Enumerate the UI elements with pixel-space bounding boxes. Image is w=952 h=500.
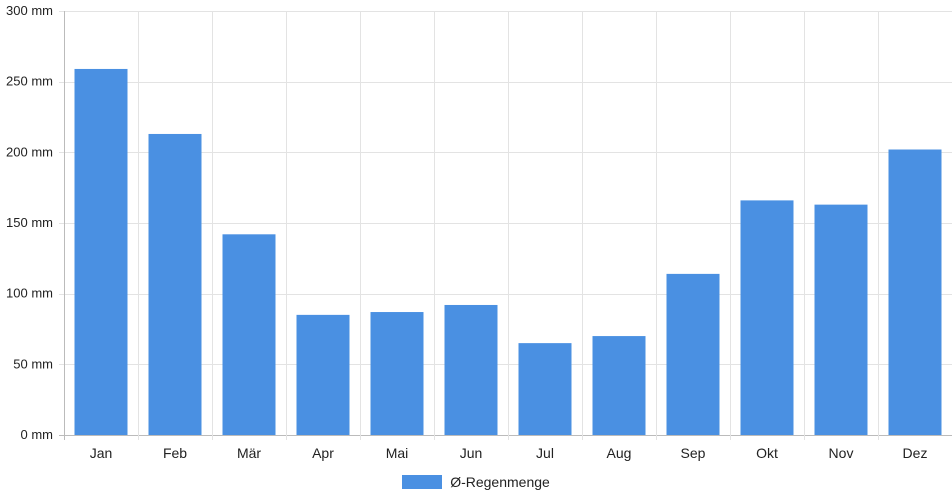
- grid-lines: [59, 11, 952, 440]
- x-tick-label: Dez: [903, 445, 928, 461]
- bar-mai[interactable]: [370, 312, 424, 435]
- x-tick-label: Feb: [163, 445, 187, 461]
- legend[interactable]: Ø-Regenmenge: [0, 472, 952, 492]
- y-tick-label: 100 mm: [6, 286, 53, 301]
- bar-jun[interactable]: [444, 304, 498, 435]
- legend-label: Ø-Regenmenge: [450, 474, 550, 490]
- x-axis: Jan Feb Mär Apr Mai Jun Jul Aug Sep Okt Nov Dez: [90, 445, 928, 461]
- bar-feb[interactable]: [148, 133, 202, 435]
- bar-apr[interactable]: [296, 314, 350, 435]
- x-tick-label: Aug: [607, 445, 632, 461]
- bar-jul[interactable]: [518, 343, 572, 435]
- bar-aug[interactable]: [592, 336, 646, 435]
- legend-swatch: [402, 475, 443, 489]
- x-tick-label: Nov: [829, 445, 854, 461]
- bar-okt[interactable]: [740, 200, 794, 435]
- y-tick-label: 150 mm: [6, 215, 53, 230]
- bar-jan[interactable]: [74, 68, 128, 435]
- y-tick-label: 250 mm: [6, 74, 53, 89]
- bar-nov[interactable]: [814, 204, 868, 435]
- bar-series: [74, 68, 942, 435]
- y-tick-label: 300 mm: [6, 3, 53, 18]
- bar-sep[interactable]: [666, 273, 720, 435]
- y-tick-label: 50 mm: [13, 356, 53, 371]
- x-tick-label: Mär: [237, 445, 261, 461]
- y-tick-label: 200 mm: [6, 144, 53, 159]
- x-tick-label: Mai: [386, 445, 409, 461]
- y-tick-label: 0 mm: [21, 427, 54, 442]
- y-axis: 0 mm 50 mm 100 mm 150 mm 200 mm 250 mm 300 mm: [6, 3, 53, 442]
- x-tick-label: Apr: [312, 445, 334, 461]
- x-tick-label: Okt: [756, 445, 778, 461]
- x-tick-label: Sep: [681, 445, 706, 461]
- x-tick-label: Jan: [90, 445, 113, 461]
- bar-mär[interactable]: [222, 234, 276, 435]
- x-tick-label: Jun: [460, 445, 483, 461]
- x-tick-label: Jul: [536, 445, 554, 461]
- bar-dez[interactable]: [888, 149, 942, 435]
